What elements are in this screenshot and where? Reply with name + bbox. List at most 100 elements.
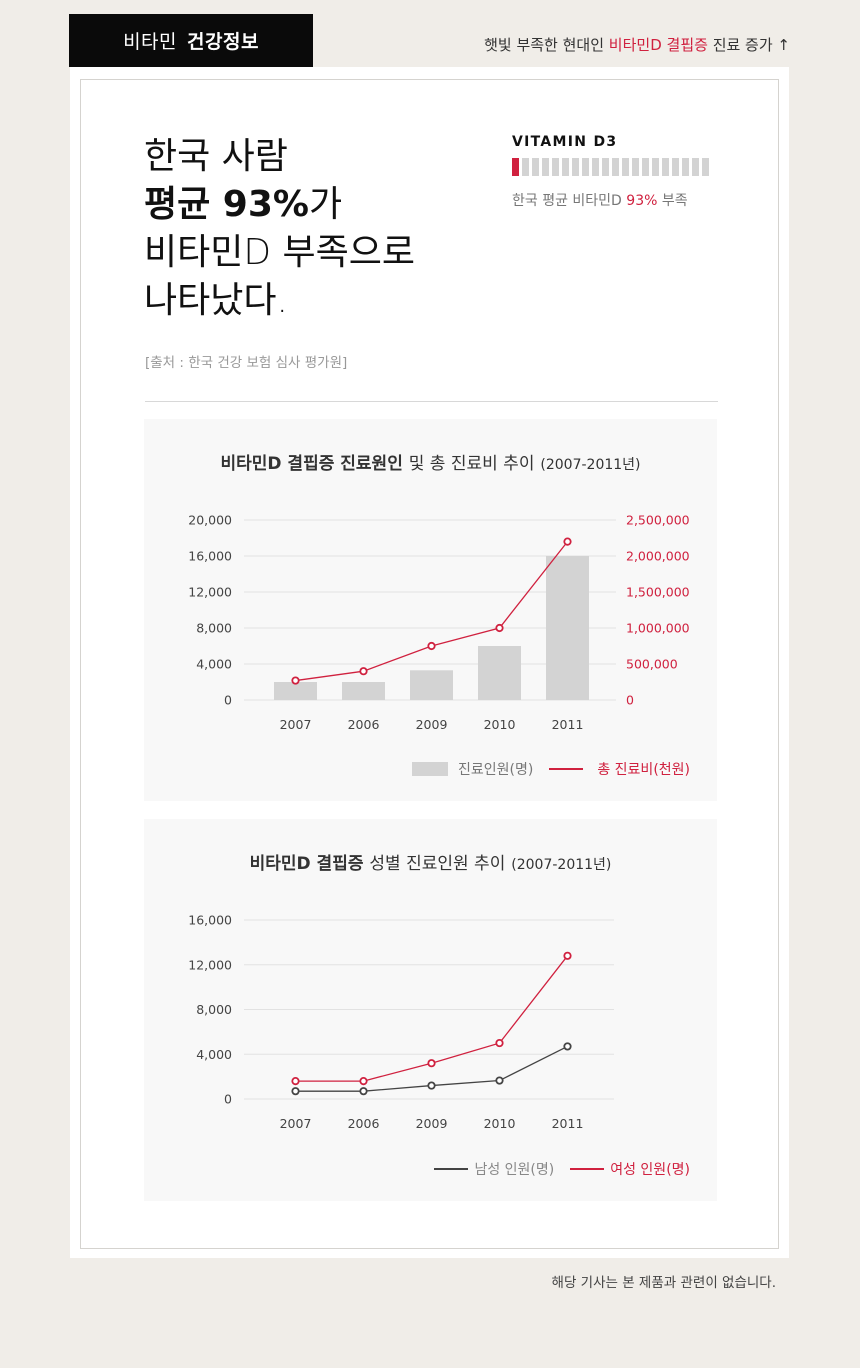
x-axis-tick: 2011 <box>552 717 584 732</box>
legend-label: 여성 인원(명) <box>610 1162 690 1178</box>
tagline: 햇빛 부족한 현대인 비타민D 결핍증 진료 증가 ↑ <box>484 34 790 55</box>
data-point <box>359 667 368 676</box>
bar <box>410 670 453 700</box>
x-axis-tick: 2010 <box>484 717 516 732</box>
level-segment <box>552 158 559 176</box>
legend-item-male: 남성 인원(명) <box>434 1159 554 1179</box>
vitamin-caption-pre: 한국 평균 비타민D <box>512 193 627 209</box>
data-point <box>427 641 436 651</box>
data-point <box>495 623 504 633</box>
headline-rest: 가 <box>308 184 343 225</box>
level-segment <box>562 158 569 176</box>
y-axis-tick: 0 <box>224 1092 232 1107</box>
data-point <box>291 1076 300 1086</box>
data-point <box>427 1081 436 1090</box>
chart-legend: 진료인원(명) 총 진료비(천원) <box>412 759 690 779</box>
level-segment <box>592 158 599 176</box>
chart-subtitle: (2007-2011년) <box>540 457 641 473</box>
tagline-pre: 햇빛 부족한 현대인 <box>484 36 609 54</box>
level-segment <box>602 158 609 176</box>
x-axis-tick: 2007 <box>280 717 312 732</box>
level-segment <box>692 158 699 176</box>
x-axis-tick: 2006 <box>348 1116 380 1131</box>
data-point <box>359 1076 368 1086</box>
chart-title-plain: 및 총 진료비 추이 <box>408 454 535 474</box>
right-axis-tick: 1,000,000 <box>626 621 690 636</box>
vitamin-caption-post: 부족 <box>657 193 688 209</box>
x-axis-tick: 2007 <box>280 1116 312 1131</box>
vitamin-d3-indicator: VITAMIN D3 한국 평균 비타민D 93% 부족 <box>512 134 722 210</box>
card-frame <box>80 79 779 1249</box>
section-tab-bold: 건강정보 <box>187 31 259 53</box>
vitamin-level-bar <box>512 158 722 176</box>
left-axis-tick: 16,000 <box>188 549 232 564</box>
data-point <box>427 1059 436 1068</box>
data-point <box>359 1087 368 1096</box>
x-axis-tick: 2009 <box>416 1116 448 1131</box>
legend-line-swatch <box>549 768 584 770</box>
level-segment <box>612 158 619 176</box>
legend-item-cost: 총 진료비(천원) <box>549 759 690 779</box>
level-segment <box>682 158 689 176</box>
y-axis-tick: 4,000 <box>196 1047 232 1062</box>
legend-line-swatch <box>570 1168 605 1170</box>
bar <box>274 682 317 700</box>
data-point <box>495 1076 504 1085</box>
chart-title: 비타민D 결핍증 성별 진료인원 추이 (2007-2011년) <box>144 849 717 874</box>
headline-line-4: 나타났다. <box>144 280 288 321</box>
level-segment <box>572 158 579 176</box>
level-segment <box>512 158 519 176</box>
legend-line-swatch <box>434 1168 469 1170</box>
left-axis-tick: 20,000 <box>188 513 232 528</box>
right-axis-tick: 500,000 <box>626 657 678 672</box>
level-segment <box>642 158 649 176</box>
data-point <box>563 1042 572 1051</box>
content-card: 한국 사람 평균 93%가 비타민D 부족으로 나타났다. [출처 : 한국 건… <box>70 67 789 1258</box>
disclaimer-note: 해당 기사는 본 제품과 관련이 없습니다. <box>551 1275 776 1291</box>
divider <box>145 401 718 402</box>
bar <box>478 646 521 700</box>
level-segment <box>582 158 589 176</box>
source-citation: [출처 : 한국 건강 보험 심사 평가원] <box>145 355 348 371</box>
data-point <box>563 951 572 960</box>
chart-title-plain: 성별 진료인원 추이 <box>369 854 506 874</box>
x-axis-tick: 2006 <box>348 717 380 732</box>
chart-legend: 남성 인원(명) 여성 인원(명) <box>434 1159 690 1179</box>
right-axis-tick: 1,500,000 <box>626 585 690 600</box>
chart-title-bold: 비타민D 결핍증 <box>249 854 364 874</box>
chart-patients-and-cost: 비타민D 결핍증 진료원인 및 총 진료비 추이 (2007-2011년) 20… <box>144 419 717 801</box>
left-axis-tick: 8,000 <box>196 621 232 636</box>
level-segment <box>542 158 549 176</box>
level-segment <box>632 158 639 176</box>
vitamin-title: VITAMIN D3 <box>512 134 618 150</box>
x-axis-tick: 2009 <box>416 717 448 732</box>
headline-line-2: 평균 93%가 <box>144 181 415 229</box>
left-axis-tick: 12,000 <box>188 585 232 600</box>
vitamin-caption-highlight: 93% <box>626 193 658 209</box>
right-axis-tick: 2,500,000 <box>626 513 690 528</box>
right-axis-tick: 2,000,000 <box>626 549 690 564</box>
legend-item-patients: 진료인원(명) <box>412 759 533 779</box>
right-axis-tick: 0 <box>626 693 634 708</box>
data-point <box>291 1087 300 1096</box>
legend-label: 총 진료비(천원) <box>597 762 690 778</box>
headline: 한국 사람 평균 93%가 비타민D 부족으로 나타났다. <box>144 133 415 325</box>
level-segment <box>622 158 629 176</box>
headline-line-1: 한국 사람 <box>144 136 288 177</box>
vitamin-caption: 한국 평균 비타민D 93% 부족 <box>512 190 722 210</box>
data-point <box>291 676 300 685</box>
legend-item-female: 여성 인원(명) <box>570 1159 690 1179</box>
data-point <box>563 537 572 546</box>
legend-bar-swatch <box>412 762 449 776</box>
level-segment <box>652 158 659 176</box>
level-segment <box>672 158 679 176</box>
x-axis-tick: 2010 <box>484 1116 516 1131</box>
tagline-highlight: 비타민D 결핍증 <box>608 36 708 54</box>
section-tab-light: 비타민 <box>123 31 178 53</box>
chart-1-plot: 20,000 2,500,000 16,000 2,000,000 12,000 1,50… <box>188 513 690 733</box>
y-axis-tick: 8,000 <box>196 1002 232 1017</box>
level-segment <box>662 158 669 176</box>
y-axis-tick: 12,000 <box>188 957 232 972</box>
legend-label: 남성 인원(명) <box>474 1162 555 1178</box>
level-segment <box>522 158 529 176</box>
